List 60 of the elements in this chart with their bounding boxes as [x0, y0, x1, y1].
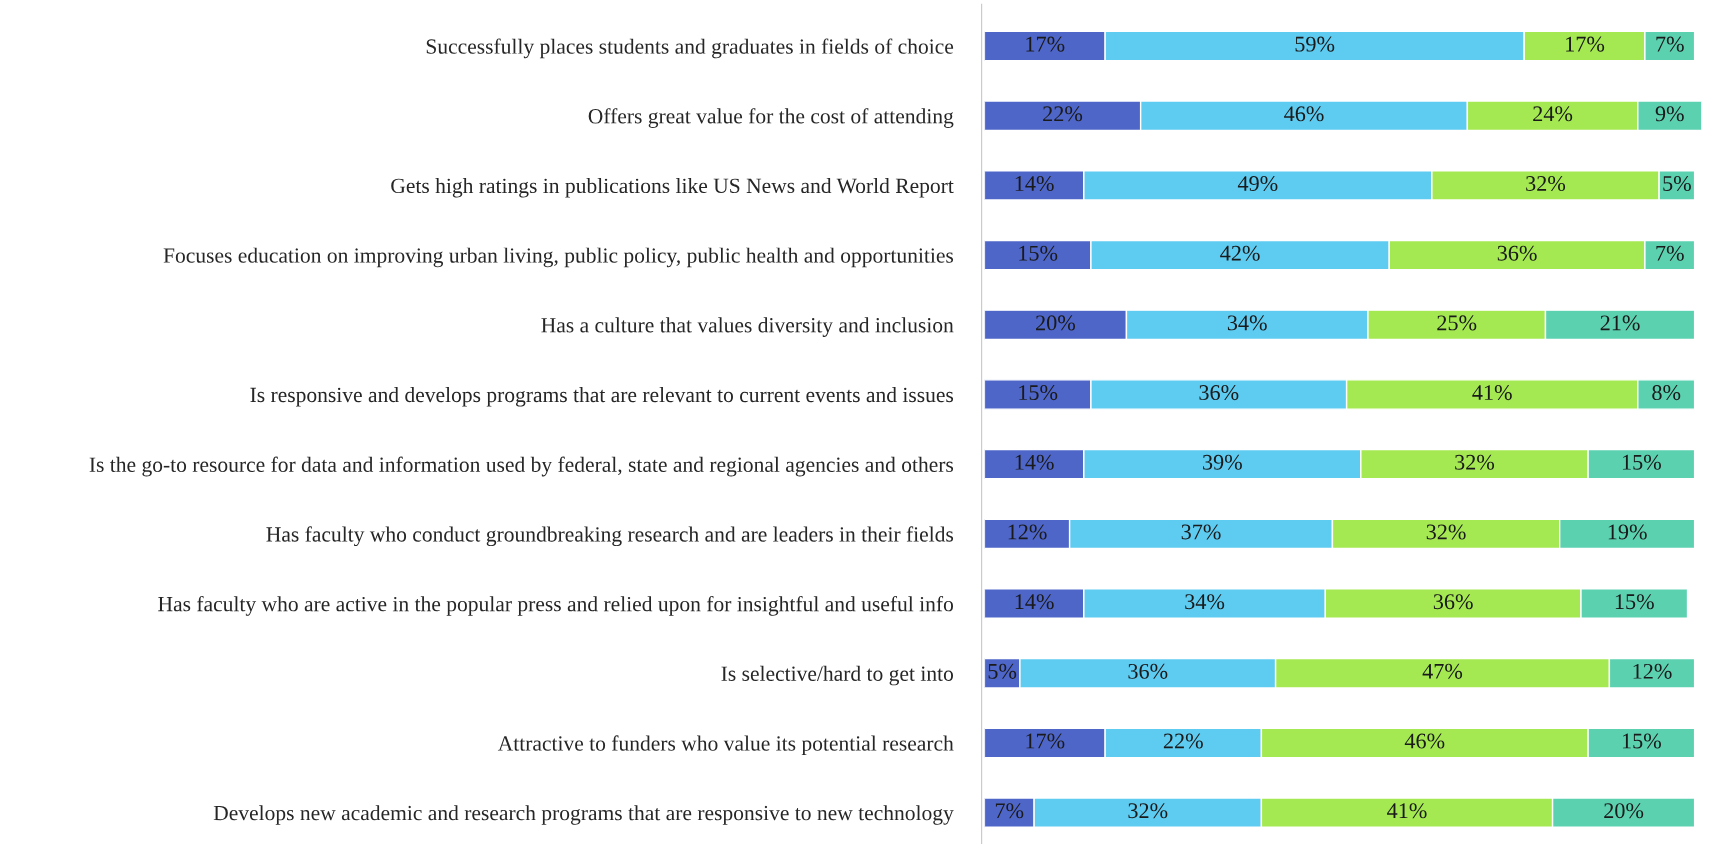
data-label: 14% [1015, 175, 1054, 192]
data-label: 39% [1203, 454, 1242, 470]
data-label: 32% [1455, 454, 1495, 470]
y-tick-label: Attractive to funders who value its potential research [497, 735, 954, 756]
y-tick-label: Is selective/hard to get into [721, 665, 954, 686]
data-label: 21% [1600, 315, 1640, 331]
data-label: 49% [1237, 175, 1278, 192]
y-tick-label: Has a culture that values diversity and inclusion [541, 317, 954, 337]
data-label: 14% [1015, 454, 1054, 470]
data-label: 17% [1566, 36, 1605, 52]
data-label: 14% [1015, 594, 1054, 610]
data-label: 15% [1615, 594, 1654, 610]
data-label: 47% [1422, 663, 1463, 679]
data-label: 46% [1404, 733, 1445, 749]
y-tick-label: Is responsive and develops programs that are relevant to current events and issues [250, 387, 954, 407]
data-label: 36% [1433, 594, 1473, 610]
data-label: 37% [1181, 524, 1221, 540]
data-label: 5% [1663, 175, 1691, 192]
data-label: 20% [1604, 803, 1644, 819]
data-label: 22% [1043, 106, 1083, 122]
data-label: 9% [1655, 106, 1684, 122]
data-label: 17% [1026, 733, 1065, 749]
data-label: 20% [1036, 315, 1076, 331]
data-label: 7% [1656, 245, 1684, 261]
data-label: 12% [1008, 524, 1047, 540]
data-label: 15% [1622, 454, 1661, 470]
data-label: 41% [1387, 803, 1427, 819]
y-tick-label: Develops new academic and research programs that are responsive to new technology [213, 805, 954, 825]
data-label: 7% [1656, 36, 1684, 52]
data-label: 12% [1633, 663, 1672, 679]
data-label: 15% [1019, 385, 1058, 401]
data-label: 8% [1652, 385, 1681, 401]
data-label: 41% [1472, 385, 1512, 401]
y-tick-label: Focuses education on improving urban living, public policy, public health and opportunities [163, 247, 954, 268]
data-label: 36% [1497, 245, 1537, 261]
data-label: 22% [1163, 733, 1203, 749]
y-tick-label: Has faculty who conduct groundbreaking research and are leaders in their fields [266, 526, 954, 547]
y-tick-label: Has faculty who are active in the popular press and relied upon for insightful and useful info [158, 595, 954, 616]
data-label: 46% [1284, 106, 1324, 122]
data-label: 7% [995, 803, 1024, 819]
data-label: 24% [1533, 106, 1573, 122]
data-label: 32% [1128, 803, 1168, 819]
data-label: 36% [1128, 663, 1168, 679]
data-label: 32% [1426, 524, 1466, 540]
data-label: 15% [1019, 245, 1058, 261]
data-label: 15% [1622, 733, 1661, 749]
data-label: 17% [1026, 36, 1065, 52]
y-tick-label: Gets high ratings in publications like US News and World Report [391, 177, 954, 198]
data-label: 42% [1220, 245, 1260, 261]
data-label: 19% [1608, 524, 1647, 540]
data-label: 36% [1199, 385, 1239, 401]
data-label: 59% [1295, 36, 1335, 52]
y-tick-label: Offers great value for the cost of attending [588, 108, 954, 128]
data-label: 34% [1185, 594, 1225, 610]
data-label: 25% [1437, 315, 1477, 331]
y-tick-label: Is the go-to resource for data and information used by federal, state and regional agencies and others [89, 456, 954, 477]
data-label: 32% [1526, 175, 1566, 192]
y-tick-label: Successfully places students and graduates in fields of choice [426, 38, 954, 59]
data-label: 5% [988, 663, 1017, 679]
data-label: 34% [1227, 315, 1267, 331]
